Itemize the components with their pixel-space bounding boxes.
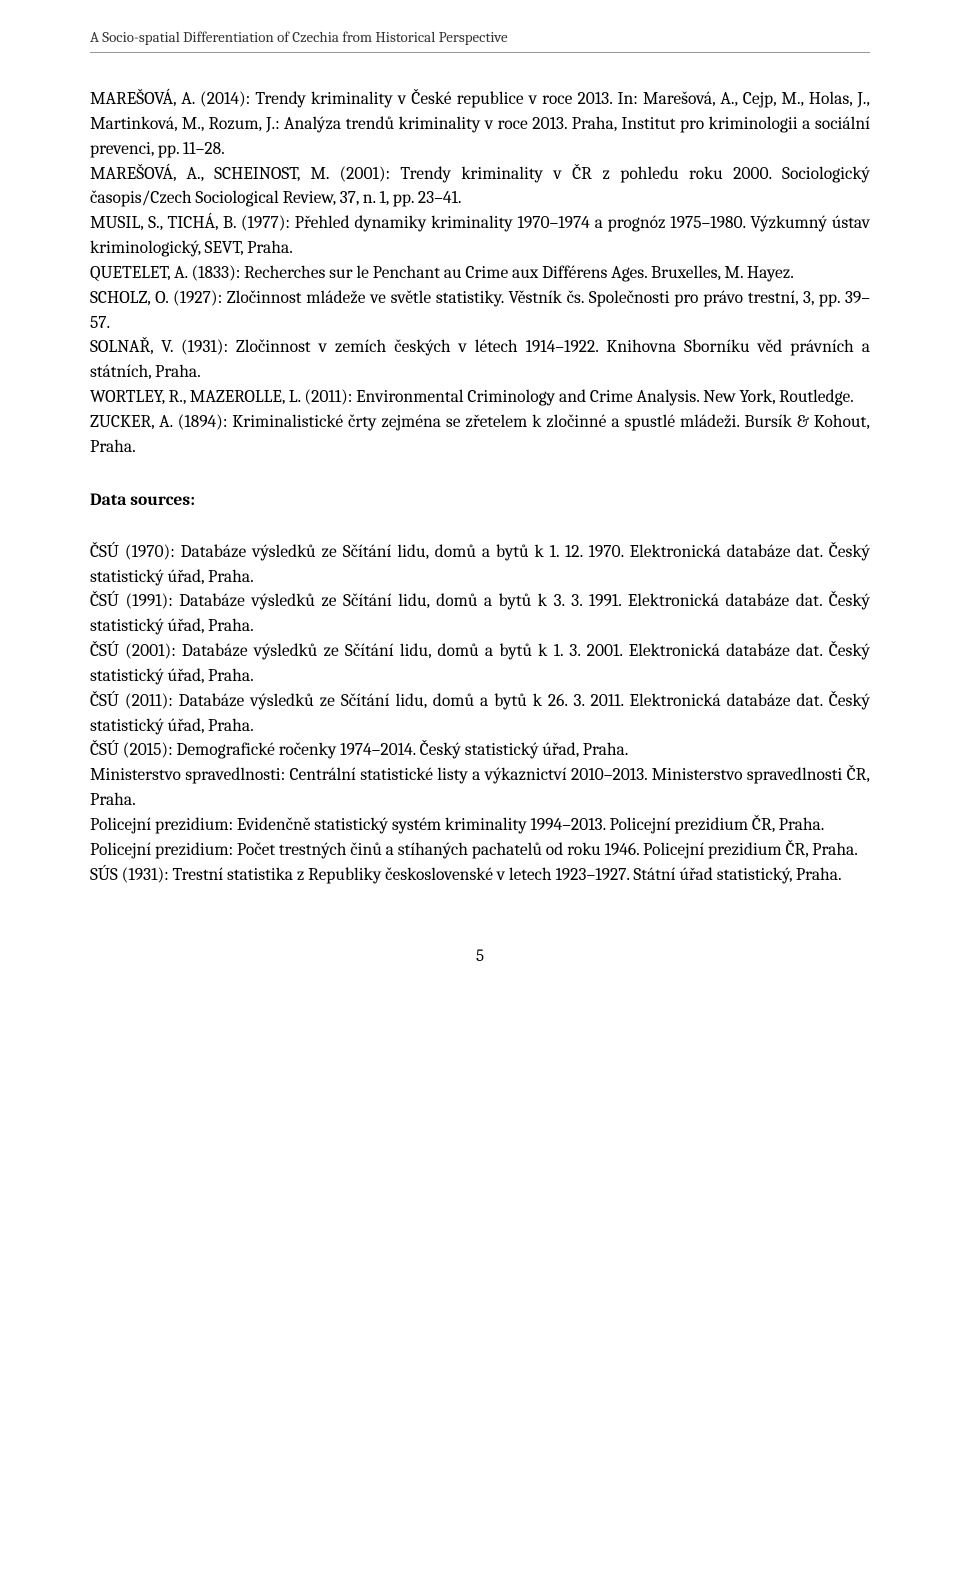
running-header: A Socio-spatial Differentiation of Czech… bbox=[90, 28, 870, 53]
reference-entry: MAREŠOVÁ, A. (2014): Trendy kriminality … bbox=[90, 87, 870, 162]
reference-entry: WORTLEY, R., MAZEROLLE, L. (2011): Envir… bbox=[90, 385, 870, 410]
data-source-entry: ČSÚ (1970): Databáze výsledků ze Sčítání… bbox=[90, 540, 870, 590]
reference-entry: QUETELET, A. (1833): Recherches sur le P… bbox=[90, 261, 870, 286]
data-source-entry: ČSÚ (2011): Databáze výsledků ze Sčítání… bbox=[90, 689, 870, 739]
data-source-entry: ČSÚ (2015): Demografické ročenky 1974–20… bbox=[90, 738, 870, 763]
data-source-entry: Policejní prezidium: Počet trestných čin… bbox=[90, 838, 870, 863]
page-number: 5 bbox=[90, 947, 870, 966]
data-sources-block: ČSÚ (1970): Databáze výsledků ze Sčítání… bbox=[90, 540, 870, 888]
data-source-entry: SÚS (1931): Trestní statistika z Republi… bbox=[90, 863, 870, 888]
reference-entry: ZUCKER, A. (1894): Kriminalistické črty … bbox=[90, 410, 870, 460]
data-source-entry: Ministerstvo spravedlnosti: Centrální st… bbox=[90, 763, 870, 813]
reference-entry: MUSIL, S., TICHÁ, B. (1977): Přehled dyn… bbox=[90, 211, 870, 261]
data-source-entry: Policejní prezidium: Evidenčně statistic… bbox=[90, 813, 870, 838]
reference-entry: SOLNAŘ, V. (1931): Zločinnost v zemích č… bbox=[90, 335, 870, 385]
section-heading-data-sources: Data sources: bbox=[90, 490, 870, 510]
data-source-entry: ČSÚ (2001): Databáze výsledků ze Sčítání… bbox=[90, 639, 870, 689]
reference-entry: MAREŠOVÁ, A., SCHEINOST, M. (2001): Tren… bbox=[90, 162, 870, 212]
data-source-entry: ČSÚ (1991): Databáze výsledků ze Sčítání… bbox=[90, 589, 870, 639]
references-block: MAREŠOVÁ, A. (2014): Trendy kriminality … bbox=[90, 87, 870, 460]
reference-entry: SCHOLZ, O. (1927): Zločinnost mládeže ve… bbox=[90, 286, 870, 336]
